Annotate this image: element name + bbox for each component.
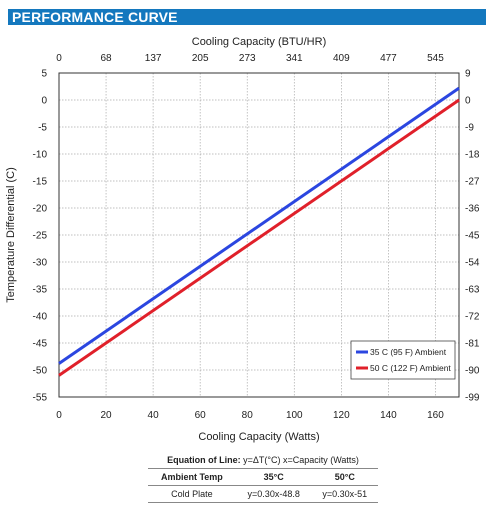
y-tick-label: -50 <box>33 366 48 377</box>
equation-definition: y=ΔT(°C) x=Capacity (Watts) <box>243 455 359 465</box>
cold-plate-label: Cold Plate <box>148 485 236 503</box>
x2-tick-label: 0 <box>56 53 62 64</box>
y2-tick-label: -90 <box>465 366 480 377</box>
y-tick-label: -40 <box>33 312 48 323</box>
y-tick-label: -15 <box>33 177 48 188</box>
series-line <box>58 98 460 377</box>
x2-tick-label: 545 <box>427 53 444 64</box>
x-tick-label: 40 <box>148 410 160 421</box>
y-tick-label: 5 <box>41 69 47 80</box>
equation-header: Equation of Line: y=ΔT(°C) x=Capacity (W… <box>148 452 378 469</box>
y-tick-label: -10 <box>33 150 48 161</box>
x2-tick-label: 273 <box>239 53 256 64</box>
y-tick-label: -20 <box>33 204 48 215</box>
ambient-temp-label: Ambient Temp <box>148 468 236 486</box>
x2-tick-label: 477 <box>380 53 397 64</box>
equation-table: Equation of Line: y=ΔT(°C) x=Capacity (W… <box>148 452 378 503</box>
header-banner: PERFORMANCE CURVE <box>8 9 486 25</box>
y2-tick-label: 0 <box>465 96 471 107</box>
y2-tick-label: -45 <box>465 231 480 242</box>
bottom-axis-title: Cooling Capacity (Watts) <box>198 431 319 443</box>
equation-35: y=0.30x-48.8 <box>235 485 312 503</box>
x2-tick-label: 68 <box>100 53 112 64</box>
x-tick-label: 160 <box>427 410 444 421</box>
y-tick-label: 0 <box>41 96 47 107</box>
plot-frame <box>58 72 460 398</box>
y-tick-label: -30 <box>33 258 48 269</box>
x2-tick-label: 205 <box>192 53 209 64</box>
chart-series <box>58 86 460 377</box>
y2-tick-label: -72 <box>465 312 480 323</box>
y2-tick-label: -54 <box>465 258 480 269</box>
x-tick-label: 0 <box>56 410 62 421</box>
y2-tick-label: -63 <box>465 285 480 296</box>
y2-tick-label: -99 <box>465 393 480 404</box>
page-title: PERFORMANCE CURVE <box>12 9 178 25</box>
top-axis-title: Cooling Capacity (BTU/HR) <box>192 36 326 48</box>
x-tick-label: 80 <box>242 410 254 421</box>
ambient-35-header: 35°C <box>235 468 312 486</box>
x-tick-label: 140 <box>380 410 397 421</box>
y-tick-label: -45 <box>33 339 48 350</box>
x-tick-label: 60 <box>195 410 207 421</box>
legend-label: 35 C (95 F) Ambient <box>370 347 447 357</box>
legend-label: 50 C (122 F) Ambient <box>370 363 451 373</box>
x2-tick-label: 409 <box>333 53 350 64</box>
x-tick-label: 20 <box>100 410 112 421</box>
y2-tick-label: -36 <box>465 204 480 215</box>
performance-chart: 0 0 20 68 40 137 60 205 80 273 100 341 120 409 140 477 1… <box>5 36 480 443</box>
ambient-50-header: 50°C <box>311 468 378 486</box>
y2-tick-label: -18 <box>465 150 480 161</box>
x-tick-label: 100 <box>286 410 303 421</box>
left-axis-title: Temperature Differential (C) <box>5 167 17 303</box>
y-tick-label: -25 <box>33 231 48 242</box>
y-tick-label: -5 <box>38 123 47 134</box>
chart-ticks: 0 0 20 68 40 137 60 205 80 273 100 341 120 409 140 477 1… <box>33 53 480 421</box>
chart-legend: 35 C (95 F) Ambient 50 C (122 F) Ambient <box>350 340 456 380</box>
y-tick-label: -35 <box>33 285 48 296</box>
equation-label: Equation of Line: <box>167 455 241 465</box>
y2-tick-label: -81 <box>465 339 480 350</box>
x-tick-label: 120 <box>333 410 350 421</box>
y2-tick-label: -9 <box>465 123 474 134</box>
equation-50: y=0.30x-51 <box>311 485 378 503</box>
series-line <box>58 86 460 365</box>
y2-tick-label: -27 <box>465 177 480 188</box>
y-tick-label: -55 <box>33 393 48 404</box>
y2-tick-label: 9 <box>465 69 471 80</box>
legend-box <box>350 340 456 380</box>
x2-tick-label: 137 <box>145 53 162 64</box>
x2-tick-label: 341 <box>286 53 303 64</box>
